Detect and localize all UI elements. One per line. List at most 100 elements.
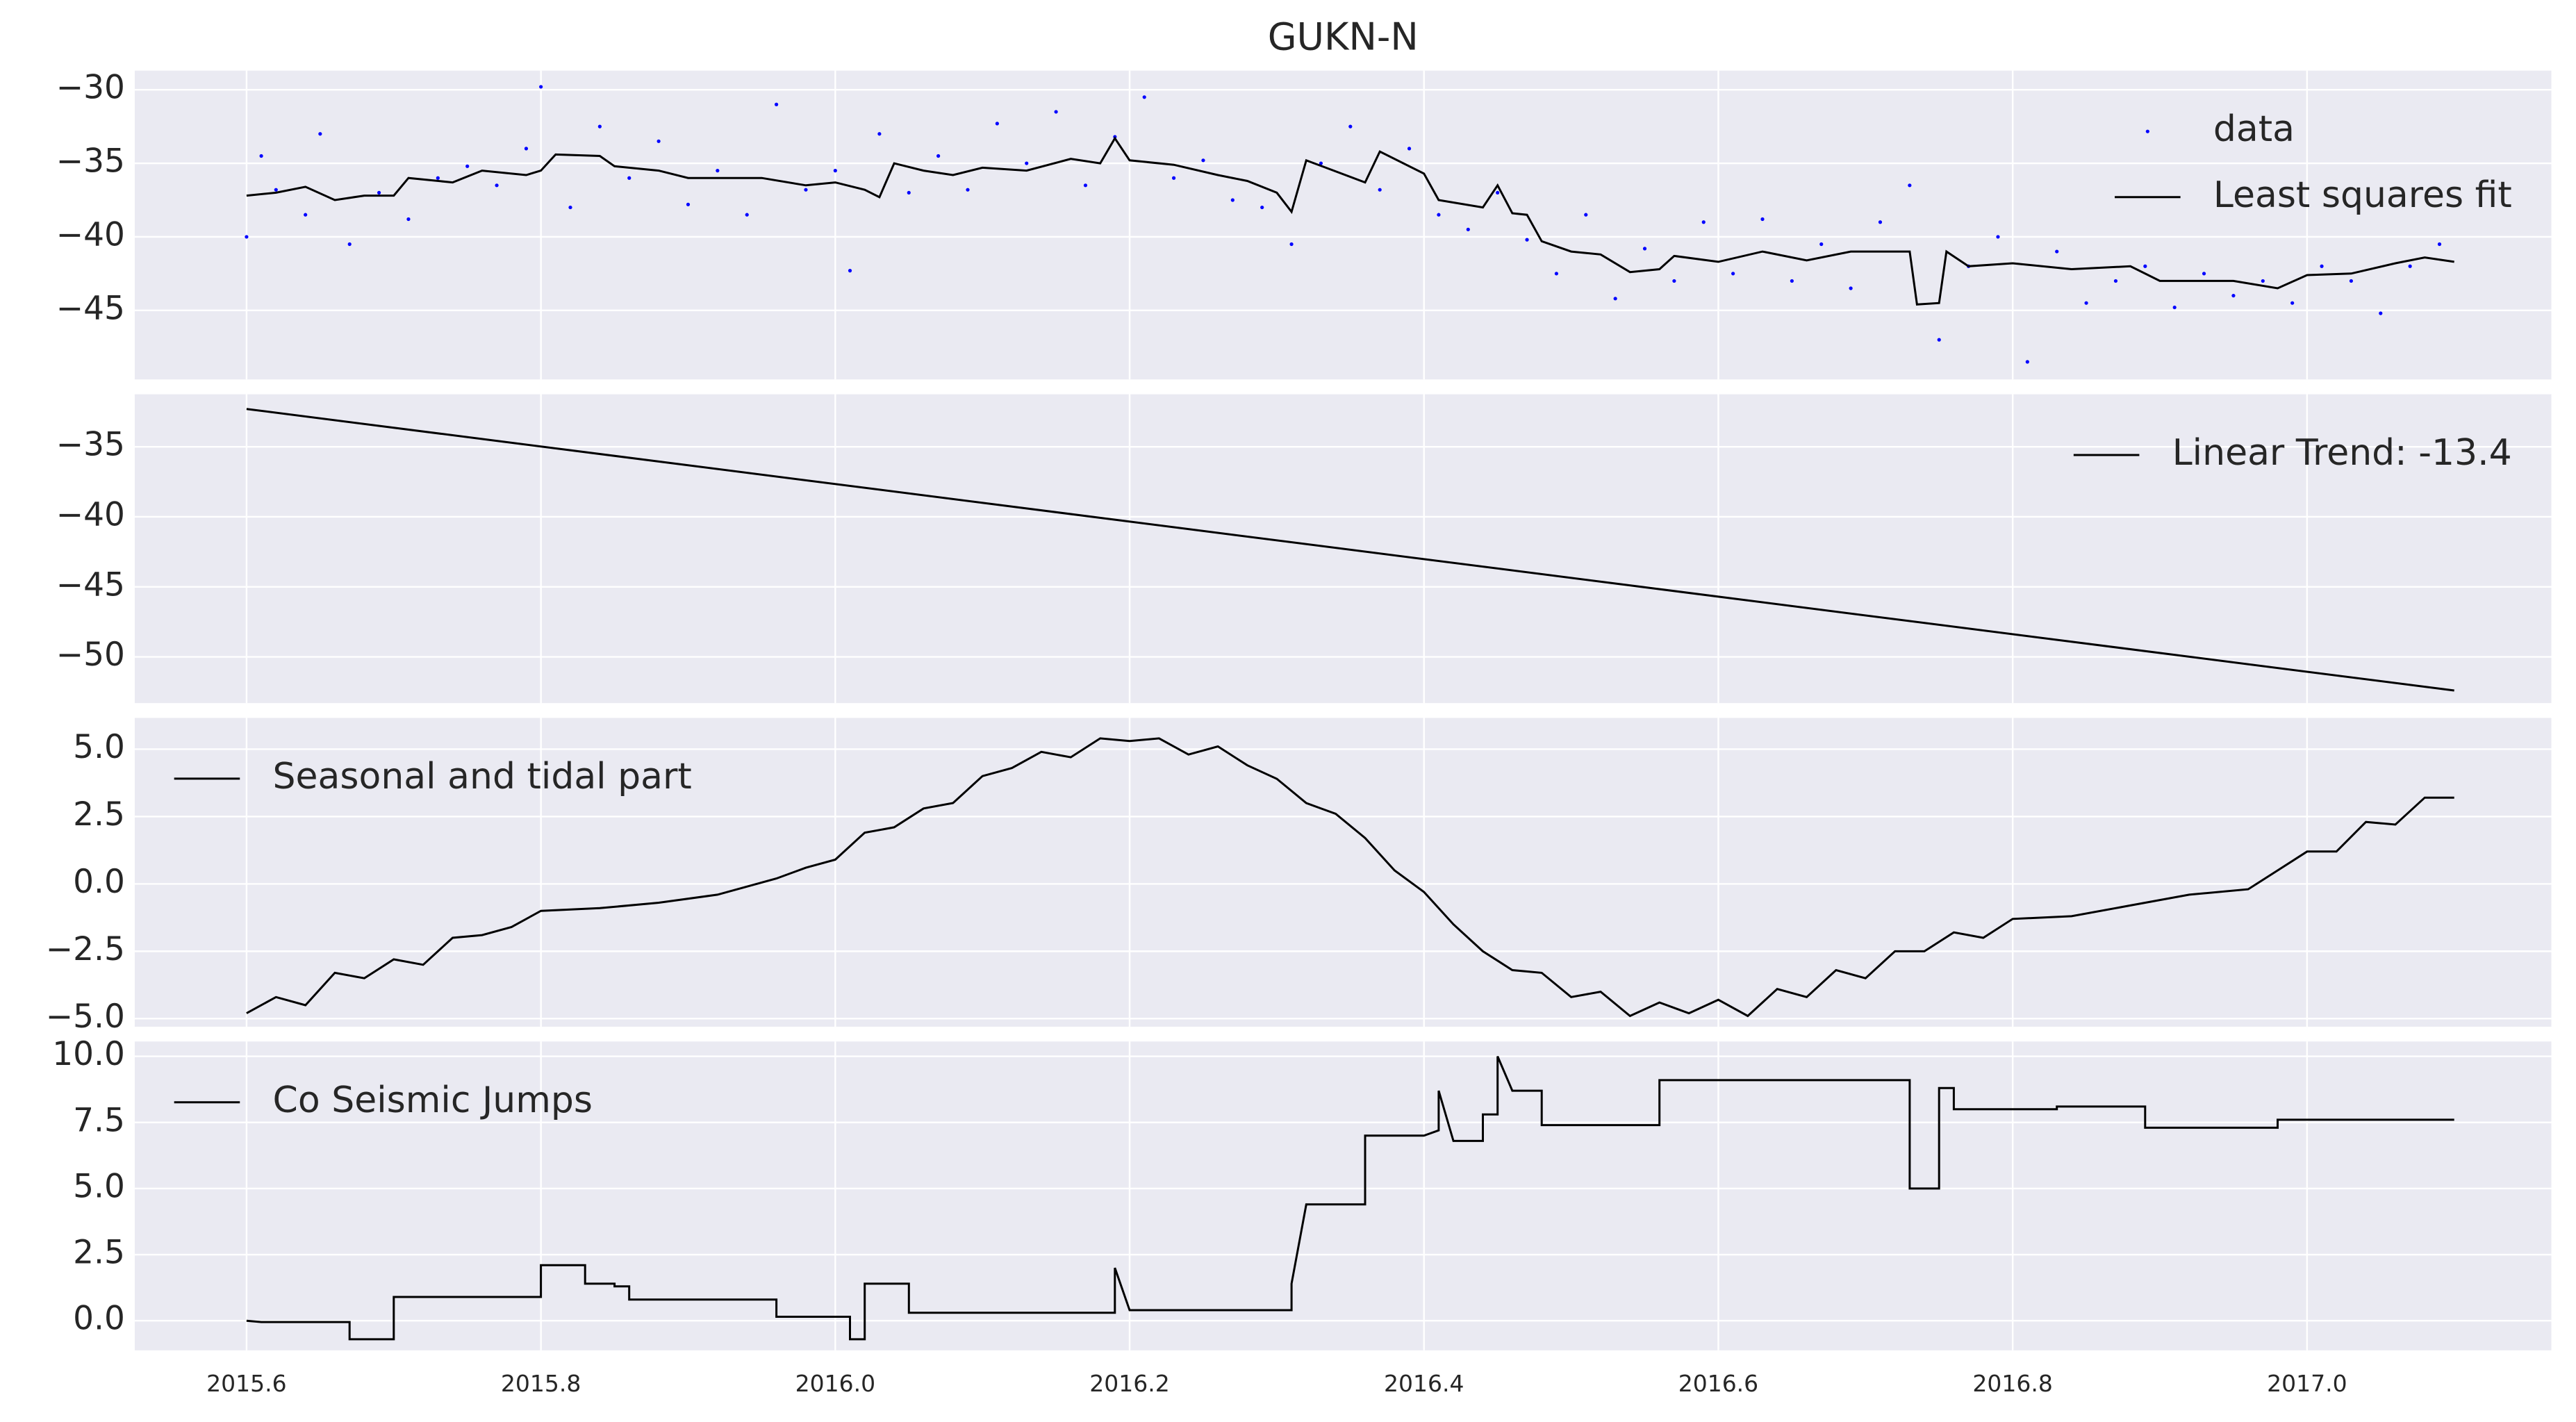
y-tick-label: 2.5 <box>73 1234 125 1272</box>
data-point <box>2320 264 2324 268</box>
data-point <box>1996 235 2000 239</box>
x-tick-label: 2016.8 <box>1972 1370 2052 1397</box>
data-point <box>804 188 808 192</box>
y-tick-label: 5.0 <box>73 728 125 766</box>
plot-background <box>134 70 2552 380</box>
y-tick-label: 0.0 <box>73 1300 125 1338</box>
data-point <box>1672 279 1676 283</box>
y-tick-label: −40 <box>56 215 125 254</box>
y-tick-label: 5.0 <box>73 1167 125 1205</box>
y-tick-label: −30 <box>56 69 125 107</box>
data-point <box>1584 213 1588 217</box>
data-point <box>833 169 837 173</box>
data-point <box>1554 272 1559 276</box>
legend: Co Seismic Jumps <box>174 1080 593 1121</box>
data-point <box>2261 279 2265 283</box>
data-point <box>539 85 543 89</box>
data-point <box>2025 360 2029 364</box>
data-point <box>1437 213 1441 217</box>
data-point <box>347 242 352 247</box>
series-line <box>246 1056 2454 1341</box>
data-point <box>2084 301 2088 305</box>
data-point <box>627 176 631 180</box>
data-point <box>1937 338 1941 342</box>
y-tick-label: 7.5 <box>73 1101 125 1139</box>
series-line <box>246 136 2454 306</box>
data-point <box>1142 95 1146 99</box>
data-point <box>907 190 911 195</box>
legend-marker <box>2145 129 2149 133</box>
series-line <box>246 408 2454 692</box>
data-point <box>774 102 779 106</box>
data-point <box>597 124 602 129</box>
data-point <box>966 188 970 192</box>
data-point <box>1407 147 1412 151</box>
legend-label: Least squares fit <box>2213 174 2512 216</box>
data-point <box>245 235 249 239</box>
data-point <box>1201 158 1205 163</box>
data-point <box>1289 242 1294 247</box>
data-point <box>1701 220 1706 224</box>
data-point <box>1171 176 1176 180</box>
data-point <box>406 217 411 222</box>
chart-title: GUKN-N <box>1268 15 1419 58</box>
data-point <box>657 139 661 143</box>
legend-label: Co Seismic Jumps <box>273 1080 593 1121</box>
data-point <box>2113 279 2118 283</box>
x-tick-label: 2016.6 <box>1678 1370 1758 1397</box>
data-point <box>1642 247 1647 251</box>
data-point <box>1319 161 1323 165</box>
y-tick-label: 0.0 <box>73 863 125 901</box>
legend-label: Seasonal and tidal part <box>273 756 692 797</box>
data-point <box>1054 110 1058 114</box>
data-point <box>745 213 749 217</box>
data-point <box>568 205 572 210</box>
data-point <box>377 190 381 195</box>
legend: Seasonal and tidal part <box>174 756 692 797</box>
data-point <box>995 122 999 126</box>
data-point <box>1525 238 1529 242</box>
data-point <box>318 132 322 136</box>
data-point <box>2290 301 2295 305</box>
data-point <box>304 213 308 217</box>
data-point <box>1790 279 1794 283</box>
legend: data Least squares fit <box>2115 108 2512 216</box>
y-tick-label: −45 <box>56 565 125 604</box>
data-point <box>1260 205 1264 210</box>
data-point <box>686 202 691 206</box>
data-point <box>877 132 882 136</box>
data-point <box>1083 183 1088 188</box>
x-tick-label: 2015.6 <box>206 1370 286 1397</box>
plot-background <box>134 718 2552 1027</box>
data-point <box>259 154 263 158</box>
data-point <box>2408 264 2412 268</box>
data-point <box>1731 272 1735 276</box>
y-tick-label: −35 <box>56 142 125 181</box>
data-point <box>1348 124 1353 129</box>
legend-label: Linear Trend: -13.4 <box>2172 432 2512 474</box>
data-point <box>465 164 470 168</box>
data-point <box>1849 286 1853 290</box>
x-tick-label: 2017.0 <box>2267 1370 2347 1397</box>
data-point <box>1613 297 1617 301</box>
y-tick-label: 10.0 <box>52 1035 125 1073</box>
data-point <box>2349 279 2354 283</box>
data-point <box>2231 293 2236 298</box>
y-tick-label: 2.5 <box>73 795 125 834</box>
legend: Linear Trend: -13.4 <box>2073 432 2512 474</box>
data-point <box>1378 188 1382 192</box>
y-tick-label: −2.5 <box>46 930 125 968</box>
data-point <box>716 169 720 173</box>
data-point <box>2202 272 2206 276</box>
data-point <box>2143 264 2147 268</box>
data-point <box>1496 190 1500 195</box>
y-tick-label: −50 <box>56 636 125 674</box>
data-point <box>936 154 941 158</box>
data-point <box>1908 183 1912 188</box>
data-point <box>1878 220 1883 224</box>
data-point <box>1025 161 1029 165</box>
data-point <box>1230 198 1235 202</box>
plot-background <box>134 1041 2552 1350</box>
